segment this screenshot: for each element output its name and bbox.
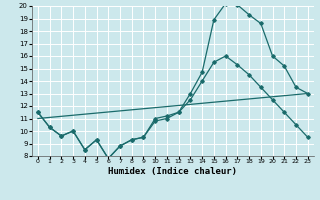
X-axis label: Humidex (Indice chaleur): Humidex (Indice chaleur)	[108, 167, 237, 176]
